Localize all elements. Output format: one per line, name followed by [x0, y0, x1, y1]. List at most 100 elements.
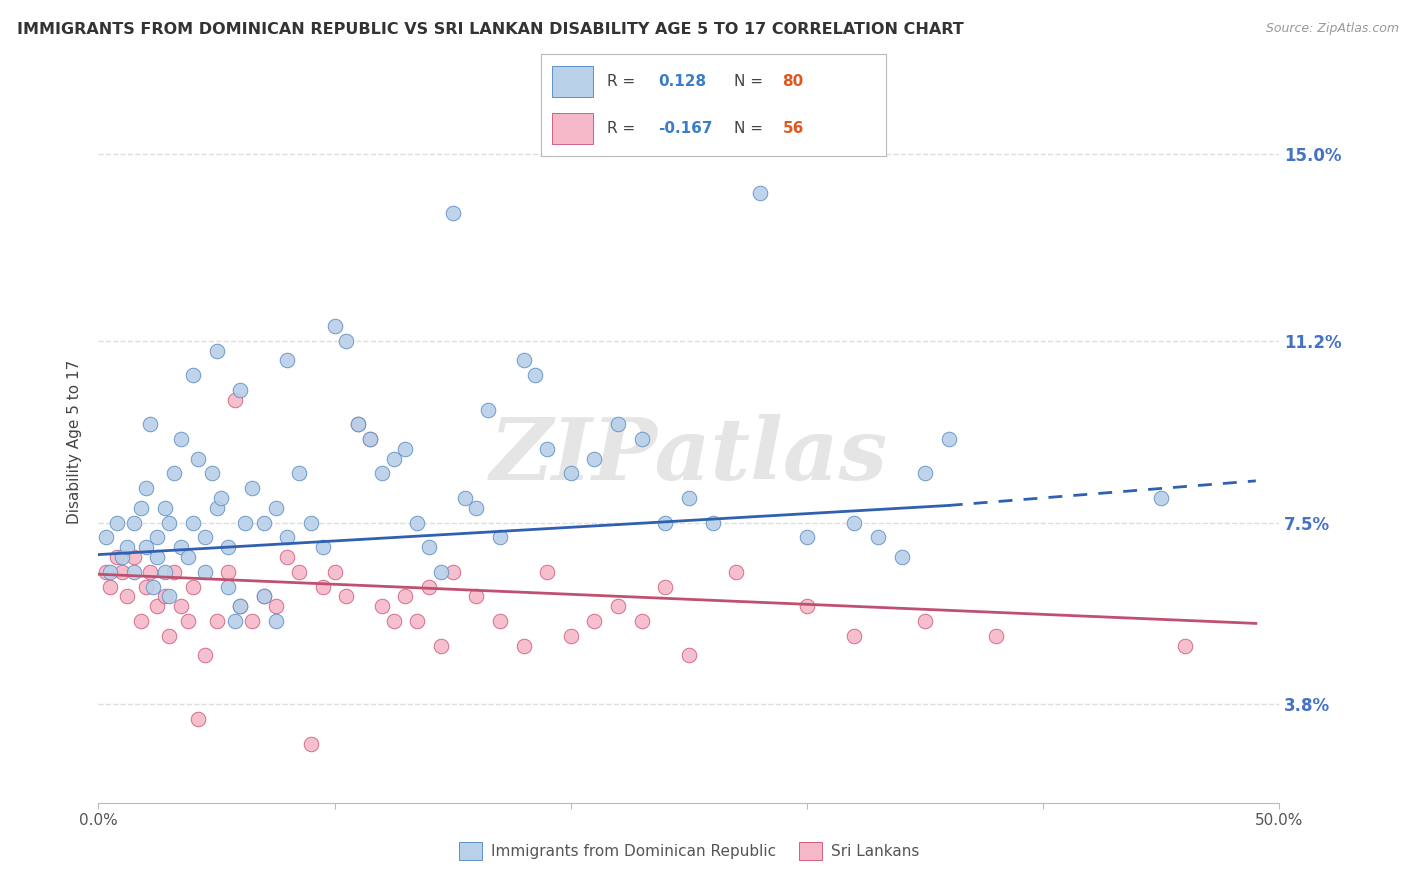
Point	[181, 368, 204, 383]
Point	[394, 590, 416, 604]
Point	[98, 565, 121, 579]
Point	[157, 629, 180, 643]
Point	[654, 580, 676, 594]
Text: 80: 80	[782, 74, 804, 88]
Y-axis label: Disability Age 5 to 17: Disability Age 5 to 17	[67, 359, 83, 524]
Point	[122, 549, 145, 564]
Point	[630, 432, 652, 446]
Point	[153, 500, 176, 515]
Point	[796, 599, 818, 614]
Point	[146, 599, 169, 614]
Point	[536, 442, 558, 456]
Point	[264, 614, 287, 628]
Point	[217, 580, 239, 594]
Point	[288, 467, 311, 481]
Point	[170, 540, 193, 554]
Point	[194, 530, 217, 544]
Point	[299, 516, 322, 530]
Point	[94, 530, 117, 544]
Point	[129, 614, 152, 628]
Point	[335, 334, 357, 348]
Point	[914, 614, 936, 628]
Point	[94, 565, 117, 579]
Point	[253, 516, 276, 530]
Point	[240, 481, 263, 495]
Point	[276, 549, 298, 564]
Point	[560, 467, 582, 481]
Point	[142, 580, 165, 594]
Point	[217, 565, 239, 579]
Legend: Immigrants from Dominican Republic, Sri Lankans: Immigrants from Dominican Republic, Sri …	[451, 835, 927, 867]
Point	[299, 737, 322, 751]
Point	[157, 590, 180, 604]
Text: N =: N =	[734, 121, 768, 136]
Point	[135, 580, 157, 594]
Point	[866, 530, 889, 544]
Point	[406, 614, 429, 628]
Point	[157, 516, 180, 530]
Point	[181, 580, 204, 594]
Point	[276, 353, 298, 368]
Point	[312, 540, 335, 554]
Point	[630, 614, 652, 628]
Point	[678, 648, 700, 663]
Point	[111, 549, 134, 564]
Point	[512, 353, 534, 368]
Point	[98, 580, 121, 594]
Point	[430, 639, 453, 653]
Point	[583, 614, 606, 628]
Point	[914, 467, 936, 481]
Point	[607, 417, 630, 432]
Point	[560, 629, 582, 643]
Text: ZIPatlas: ZIPatlas	[489, 414, 889, 498]
Point	[477, 402, 499, 417]
Point	[105, 516, 128, 530]
Point	[489, 614, 512, 628]
Point	[430, 565, 453, 579]
Point	[844, 516, 866, 530]
Point	[394, 442, 416, 456]
Point	[229, 599, 252, 614]
Point	[177, 549, 200, 564]
Point	[406, 516, 429, 530]
Point	[441, 206, 464, 220]
Point	[194, 565, 217, 579]
Point	[725, 565, 748, 579]
Point	[209, 491, 232, 505]
Point	[583, 451, 606, 466]
Point	[536, 565, 558, 579]
Point	[253, 590, 276, 604]
Point	[1150, 491, 1173, 505]
Point	[654, 516, 676, 530]
Point	[323, 565, 346, 579]
Point	[146, 530, 169, 544]
Point	[177, 614, 200, 628]
Point	[187, 451, 209, 466]
Point	[139, 565, 162, 579]
Point	[453, 491, 475, 505]
Point	[323, 319, 346, 334]
Point	[181, 516, 204, 530]
Point	[163, 467, 186, 481]
Point	[153, 590, 176, 604]
Point	[253, 590, 276, 604]
Point	[224, 614, 246, 628]
Point	[170, 599, 193, 614]
Text: -0.167: -0.167	[658, 121, 713, 136]
Point	[135, 540, 157, 554]
Point	[111, 565, 134, 579]
Point	[984, 629, 1007, 643]
Text: Source: ZipAtlas.com: Source: ZipAtlas.com	[1265, 22, 1399, 36]
Bar	[551, 113, 593, 144]
Point	[205, 343, 228, 358]
Point	[205, 614, 228, 628]
Text: IMMIGRANTS FROM DOMINICAN REPUBLIC VS SRI LANKAN DISABILITY AGE 5 TO 17 CORRELAT: IMMIGRANTS FROM DOMINICAN REPUBLIC VS SR…	[17, 22, 963, 37]
Bar	[551, 66, 593, 96]
Point	[371, 599, 394, 614]
Point	[153, 565, 176, 579]
Point	[264, 599, 287, 614]
Point	[105, 549, 128, 564]
Text: R =: R =	[607, 121, 640, 136]
Point	[465, 590, 488, 604]
Point	[359, 432, 381, 446]
